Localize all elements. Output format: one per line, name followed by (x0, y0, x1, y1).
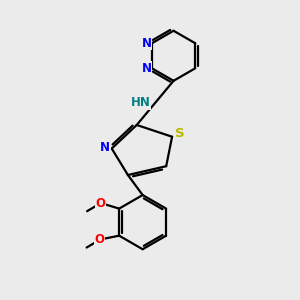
Text: O: O (95, 233, 105, 246)
Text: HN: HN (130, 96, 150, 110)
Text: N: N (142, 62, 152, 75)
Text: N: N (100, 141, 110, 154)
Text: N: N (142, 37, 152, 50)
Text: O: O (95, 196, 105, 210)
Text: S: S (175, 127, 184, 140)
